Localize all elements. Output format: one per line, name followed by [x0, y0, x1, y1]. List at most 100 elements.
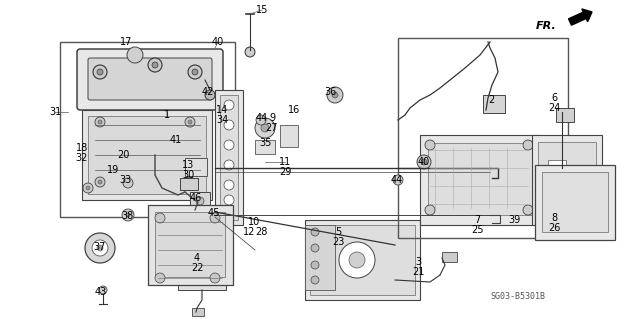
- Text: 15: 15: [256, 5, 268, 15]
- Bar: [305, 220, 420, 300]
- Bar: [442, 252, 457, 262]
- Text: 1: 1: [164, 110, 170, 120]
- Circle shape: [185, 177, 195, 187]
- Bar: [538, 142, 596, 218]
- Circle shape: [123, 178, 133, 188]
- Circle shape: [205, 90, 215, 100]
- Text: 10: 10: [248, 217, 260, 227]
- Circle shape: [95, 177, 105, 187]
- Text: 14: 14: [216, 105, 228, 115]
- Bar: [483, 95, 505, 113]
- Circle shape: [188, 120, 192, 124]
- Circle shape: [126, 213, 130, 217]
- Circle shape: [192, 69, 198, 75]
- Bar: [556, 108, 574, 122]
- Text: 4: 4: [194, 253, 200, 263]
- Text: FR.: FR.: [536, 21, 557, 31]
- Text: 42: 42: [202, 87, 214, 97]
- FancyBboxPatch shape: [77, 49, 223, 110]
- Circle shape: [327, 87, 343, 103]
- Circle shape: [155, 273, 165, 283]
- Circle shape: [99, 286, 107, 294]
- Circle shape: [93, 65, 107, 79]
- Text: 18: 18: [76, 143, 88, 153]
- Text: 9: 9: [269, 113, 275, 123]
- Circle shape: [188, 180, 192, 184]
- Circle shape: [224, 160, 234, 170]
- Text: 17: 17: [120, 37, 132, 47]
- Circle shape: [213, 211, 217, 215]
- Bar: [178, 248, 226, 290]
- Circle shape: [224, 195, 234, 205]
- Circle shape: [127, 47, 143, 63]
- Circle shape: [393, 175, 403, 185]
- Text: 37: 37: [93, 242, 105, 252]
- Text: 45: 45: [208, 208, 220, 218]
- Bar: [535, 165, 615, 240]
- Circle shape: [95, 117, 105, 127]
- Bar: [192, 308, 204, 316]
- Text: 33: 33: [119, 175, 131, 185]
- Bar: [310, 225, 415, 295]
- Circle shape: [311, 228, 319, 236]
- Bar: [428, 143, 532, 215]
- Circle shape: [97, 69, 103, 75]
- Bar: [398, 38, 568, 238]
- Circle shape: [417, 155, 431, 169]
- Circle shape: [224, 120, 234, 130]
- Circle shape: [155, 213, 165, 223]
- Bar: [532, 135, 602, 225]
- Circle shape: [255, 118, 275, 138]
- Text: 27: 27: [266, 123, 278, 133]
- Text: 22: 22: [191, 263, 204, 273]
- Bar: [255, 140, 275, 154]
- Text: 2: 2: [488, 95, 494, 105]
- Bar: [190, 192, 210, 210]
- Text: 40: 40: [418, 157, 430, 167]
- Bar: [180, 178, 198, 190]
- Circle shape: [261, 124, 269, 132]
- Text: 39: 39: [508, 215, 520, 225]
- Circle shape: [98, 180, 102, 184]
- Bar: [148, 205, 233, 285]
- FancyArrow shape: [568, 9, 592, 25]
- Circle shape: [85, 233, 115, 263]
- Text: 31: 31: [49, 107, 61, 117]
- Circle shape: [425, 205, 435, 215]
- Circle shape: [92, 240, 108, 256]
- Circle shape: [311, 261, 319, 269]
- Text: 11: 11: [279, 157, 291, 167]
- FancyBboxPatch shape: [88, 58, 212, 100]
- Circle shape: [421, 159, 427, 165]
- Circle shape: [224, 140, 234, 150]
- Circle shape: [210, 208, 220, 218]
- Circle shape: [311, 244, 319, 252]
- Circle shape: [98, 120, 102, 124]
- Bar: [82, 110, 212, 200]
- Text: 19: 19: [107, 165, 119, 175]
- Circle shape: [339, 242, 375, 278]
- Text: 43: 43: [95, 287, 107, 297]
- Circle shape: [523, 205, 533, 215]
- Circle shape: [332, 92, 338, 98]
- Circle shape: [86, 186, 90, 190]
- Text: 20: 20: [117, 150, 129, 160]
- Text: 38: 38: [121, 211, 133, 221]
- Text: 6: 6: [551, 93, 557, 103]
- Bar: [280, 125, 298, 147]
- Bar: [548, 160, 566, 180]
- Circle shape: [311, 276, 319, 284]
- Text: 29: 29: [279, 167, 291, 177]
- Circle shape: [148, 58, 162, 72]
- Bar: [305, 225, 335, 290]
- Circle shape: [256, 115, 266, 125]
- Text: 34: 34: [216, 115, 228, 125]
- Circle shape: [152, 62, 158, 68]
- Text: 46: 46: [190, 193, 202, 203]
- Circle shape: [97, 245, 103, 251]
- Circle shape: [185, 117, 195, 127]
- Circle shape: [188, 65, 202, 79]
- Text: 30: 30: [182, 170, 194, 180]
- Text: 25: 25: [471, 225, 483, 235]
- Bar: [185, 158, 207, 176]
